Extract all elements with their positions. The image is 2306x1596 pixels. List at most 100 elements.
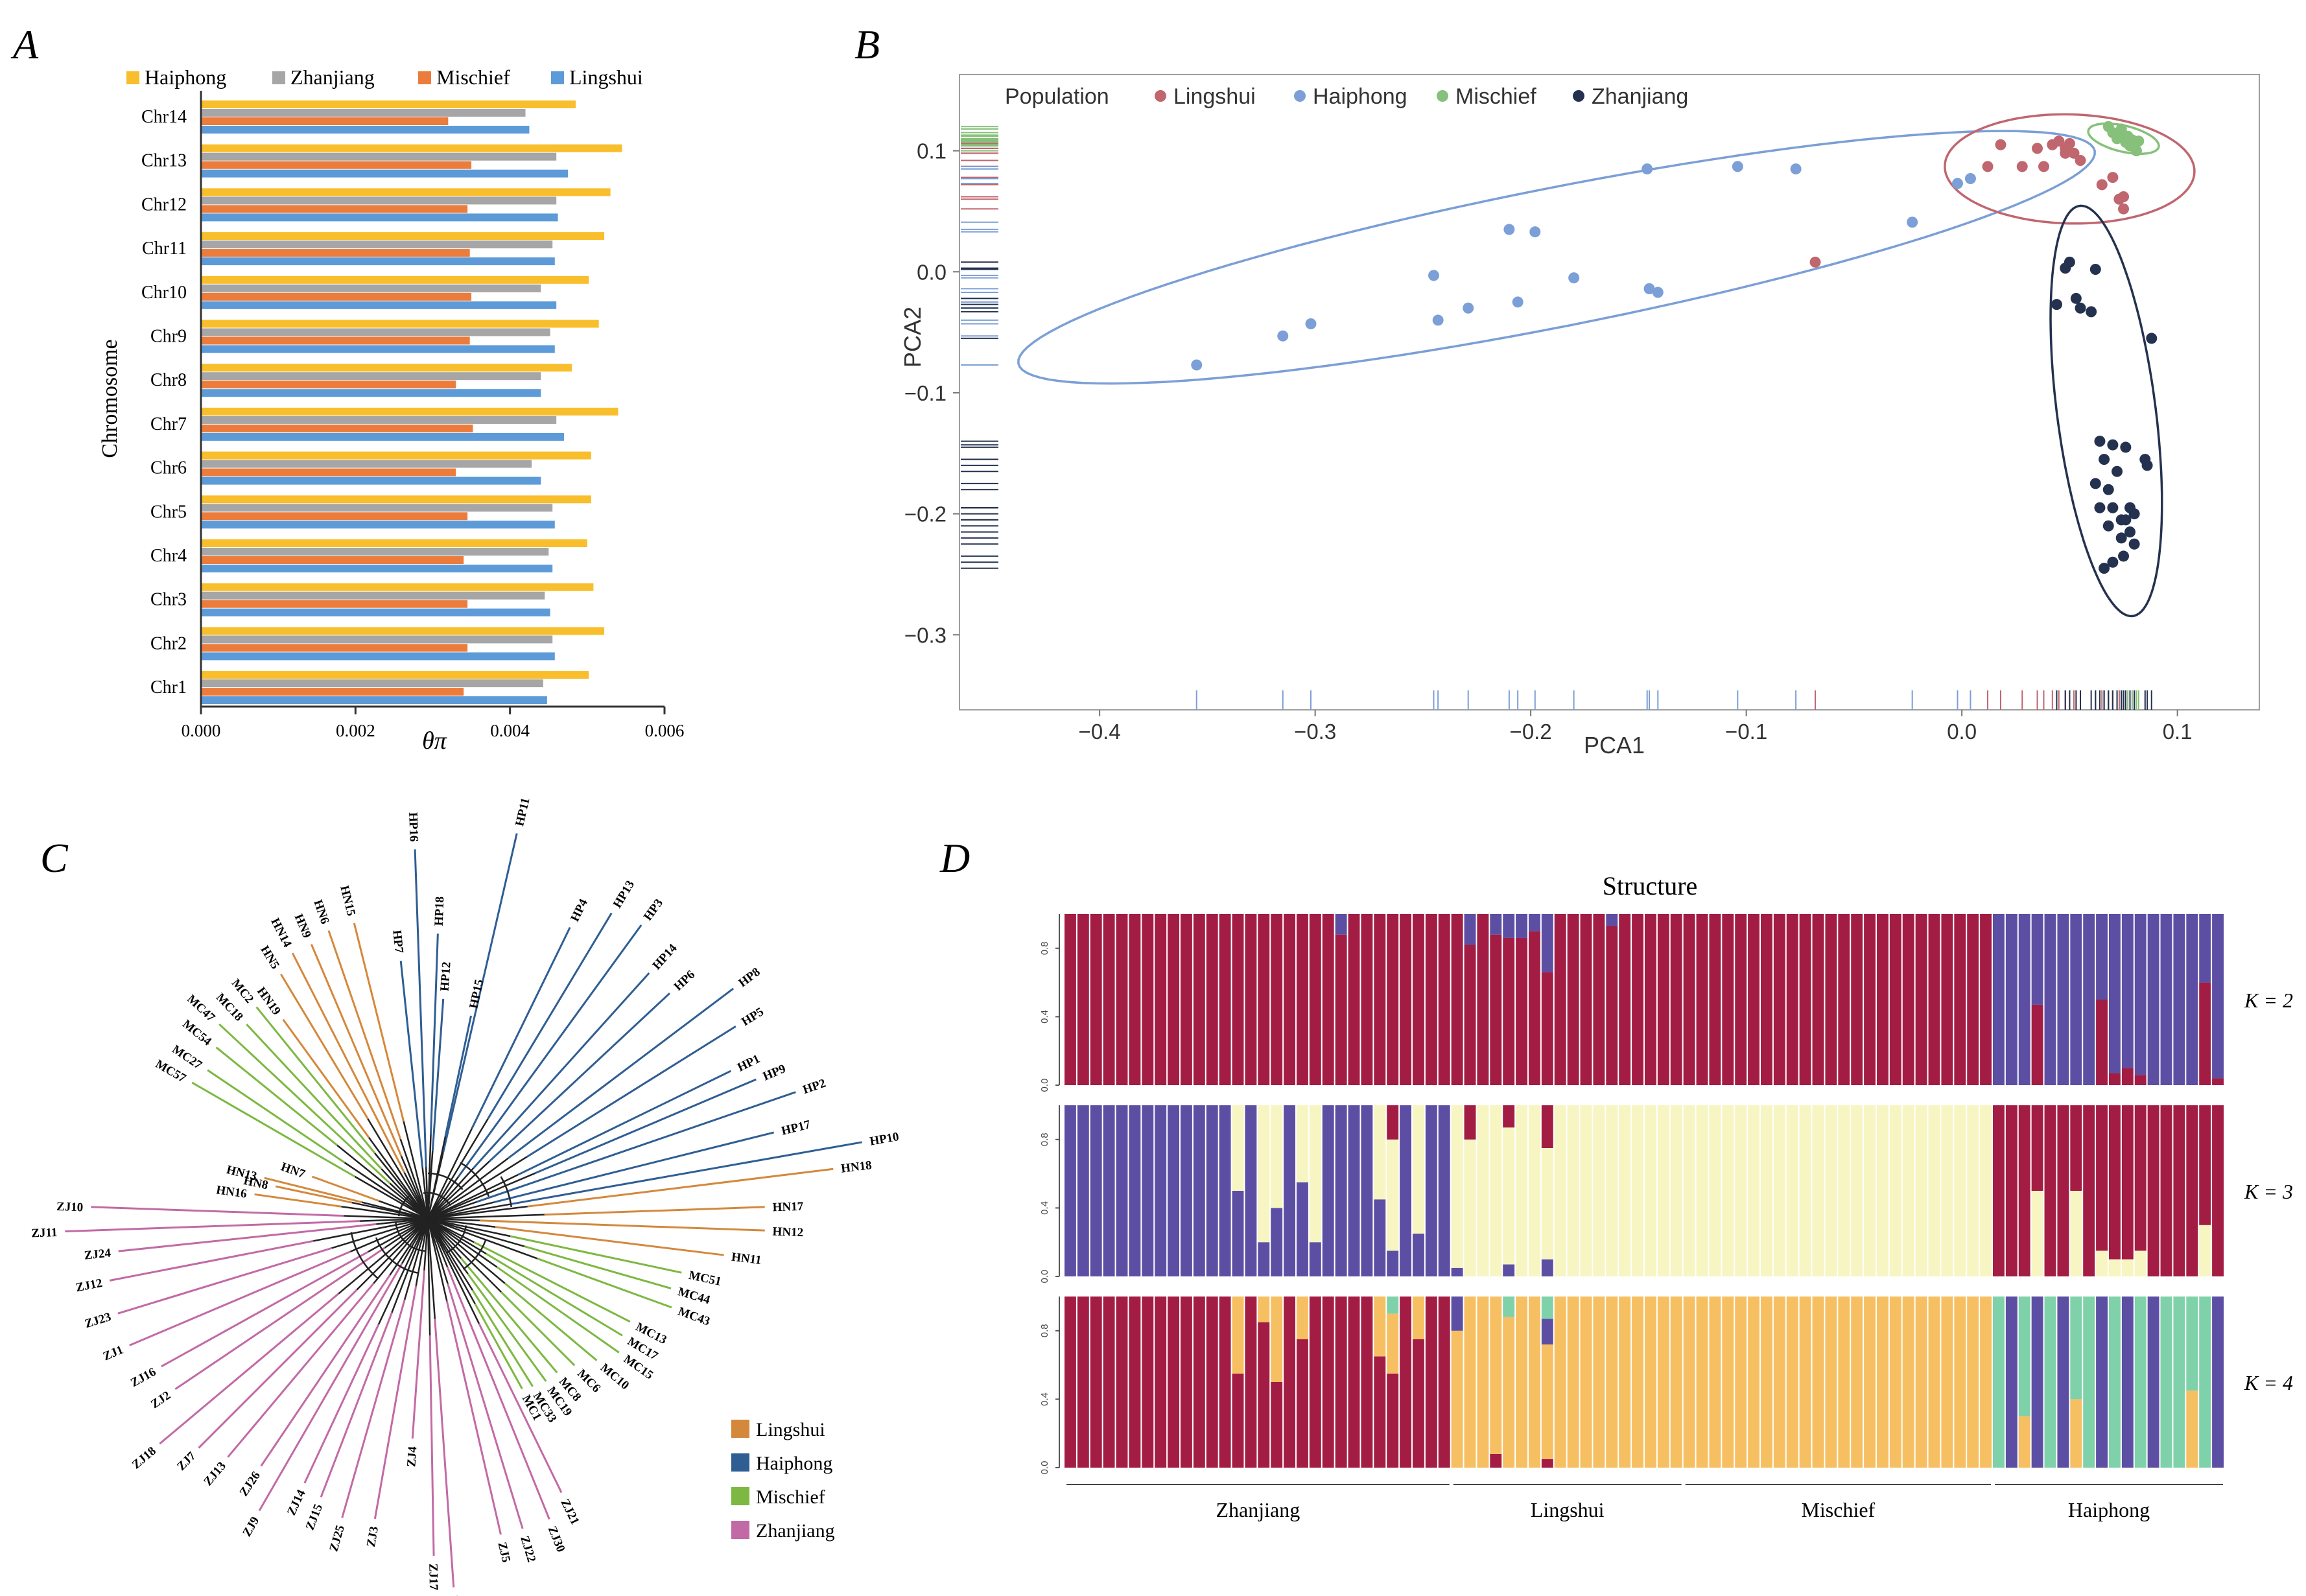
panel-c-tip-label: ZJ19 <box>447 1595 462 1596</box>
panel-b-point-lingshui <box>2068 147 2080 159</box>
panel-a-category-label: Chr3 <box>150 590 187 610</box>
panel-d-row-label: K = 2 <box>2244 989 2293 1012</box>
panel-d-bar-segment <box>1297 1182 1308 1276</box>
panel-c-inner-branch <box>427 1217 498 1268</box>
panel-d-bar-segment <box>1567 1105 1579 1276</box>
panel-a-bar-mischief-chr12 <box>201 205 468 213</box>
panel-d-bar-segment <box>1335 1297 1347 1468</box>
panel-c-inner-branch <box>349 1217 429 1252</box>
panel-b-point-lingshui <box>2064 137 2075 149</box>
panel-b-x-tick-label: −0.3 <box>1294 720 1336 744</box>
panel-c-branch-zhanjiang <box>65 1220 360 1233</box>
panel-a-bar-zhanjiang-chr1 <box>201 679 543 688</box>
panel-c-inner-branch <box>427 1218 480 1324</box>
panel-d-bar-segment <box>1387 914 1399 1085</box>
panel-d-y-tick-label: 0.4 <box>1039 1392 1050 1406</box>
panel-b-point-haiphong <box>1512 296 1524 308</box>
panel-d-bar-segment <box>1941 1297 1953 1468</box>
panel-d-bar-segment <box>1877 1297 1888 1468</box>
panel-d-bar-segment <box>1413 1297 1424 1339</box>
panel-b-point-haiphong <box>1732 161 1743 172</box>
panel-d-title: Structure <box>1603 871 1698 900</box>
panel-d-bar-segment <box>1309 914 1321 1085</box>
panel-c-tip-label: HN12 <box>772 1225 803 1240</box>
panel-a-bar-zhanjiang-chr9 <box>201 328 550 336</box>
panel-d-bar-segment <box>1864 914 1876 1085</box>
panel-c-inner-nodes <box>350 1162 512 1279</box>
panel-d-bar-segment <box>1374 1297 1386 1357</box>
panel-d-bar-segment <box>1103 1297 1115 1468</box>
panel-d-bar-segment <box>2212 914 2224 1079</box>
panel-c-inner-branch <box>379 1200 429 1220</box>
panel-d-bar-segment <box>1387 1105 1399 1140</box>
panel-b-point-haiphong <box>1432 314 1444 326</box>
panel-d-bar-segment <box>2109 1073 2121 1085</box>
panel-d-bar-segment <box>1503 1105 1515 1128</box>
panel-d-bar-segment <box>1709 914 1721 1085</box>
panel-d-bar-segment <box>1619 914 1631 1085</box>
panel-c-inner-branch <box>427 1168 475 1219</box>
panel-d-bar-segment <box>1387 1297 1399 1314</box>
panel-d-bar-segment <box>1374 1356 1386 1468</box>
panel-d-bar-segment <box>1670 914 1682 1085</box>
panel-a-bar-mischief-chr11 <box>201 249 470 257</box>
panel-c-tip-label: HP4 <box>568 897 591 924</box>
panel-d-bar-segment <box>1735 1297 1747 1468</box>
panel-d-bar-segment <box>2096 1105 2108 1251</box>
panel-d-bar-segment <box>1632 1297 1643 1468</box>
panel-b-x-tick-label: 0.1 <box>2163 720 2193 744</box>
panel-d-bar-segment <box>1451 1297 1463 1331</box>
panel-a-bar-mischief-chr2 <box>201 644 468 652</box>
panel-d-bar-segment <box>1090 1297 1102 1468</box>
panel-c-tip-label: ZJ21 <box>558 1497 582 1527</box>
panel-a-bar-zhanjiang-chr11 <box>201 241 553 249</box>
panel-a-category-label: Chr4 <box>150 546 187 566</box>
panel-d-y-tick-label: 0.0 <box>1039 1270 1050 1284</box>
panel-c-branch-mischief <box>191 1081 356 1178</box>
panel-c-branch-zhanjiang <box>320 1312 393 1497</box>
panel-c-branch-haiphong <box>444 1015 472 1137</box>
panel-c-inner-branch <box>427 1172 536 1220</box>
panel-c-legend: Lingshui Haiphong Mischief Zhanjiang <box>731 1419 835 1542</box>
panel-d-bar-segment <box>1477 1297 1489 1468</box>
panel-c-inner-arc <box>397 1195 410 1217</box>
panel-d-bar-segment <box>1954 1105 1966 1276</box>
panel-a-bar-lingshui-chr9 <box>201 345 555 353</box>
panel-c-tip-label: ZJ9 <box>240 1514 262 1539</box>
panel-d-bar-segment <box>1258 1322 1270 1468</box>
panel-c-inner-branch <box>427 1218 431 1335</box>
panel-c-inner-branch <box>338 1218 429 1295</box>
panel-c-tip-label: ZJ16 <box>128 1365 158 1390</box>
panel-a-bar-mischief-chr8 <box>201 381 456 389</box>
panel-c-branch-zhanjiang <box>129 1250 351 1346</box>
panel-d-bar-segment <box>1541 1105 1553 1148</box>
panel-a-bar-lingshui-chr13 <box>201 169 569 178</box>
panel-a-bar-haiphong-chr10 <box>201 276 589 284</box>
panel-c-inner-branch <box>344 1215 429 1220</box>
panel-a-bar-mischief-chr7 <box>201 424 473 432</box>
panel-b-point-lingshui <box>2118 191 2130 203</box>
panel-b-point-lingshui <box>1982 161 1994 172</box>
panel-c-inner-branch <box>313 1217 429 1242</box>
panel-d-bar-segment <box>1129 1297 1141 1468</box>
panel-a-bar-zhanjiang-chr8 <box>201 372 541 381</box>
panel-c-inner-branch <box>415 1218 429 1286</box>
panel-d-bar-segment <box>2147 914 2159 1085</box>
panel-d-bar-segment <box>1348 1297 1360 1468</box>
panel-b-legend-label: Zhanjiang <box>1592 84 1688 109</box>
panel-b-point-haiphong <box>1463 302 1474 314</box>
panel-d-bar-segment <box>2199 982 2211 1085</box>
panel-d-bar-segment <box>1529 1297 1540 1468</box>
panel-c-branch-haiphong <box>476 1091 796 1203</box>
panel-d-bar-segment <box>2057 1105 2069 1276</box>
panel-d-bar-segment <box>1503 1317 1515 1468</box>
panel-d-population-label: Lingshui <box>1531 1498 1605 1521</box>
panel-d-bar-segment <box>1258 1297 1270 1322</box>
panel-c-branch-zhanjiang <box>161 1250 369 1368</box>
panel-d-bar-segment <box>1464 1139 1476 1276</box>
panel-d-bar-segment <box>2096 1297 2108 1468</box>
panel-d-bar-segment <box>1902 1105 1914 1276</box>
panel-d-bar-segment <box>1387 1250 1399 1276</box>
panel-c-branch-haiphong <box>430 933 439 1135</box>
